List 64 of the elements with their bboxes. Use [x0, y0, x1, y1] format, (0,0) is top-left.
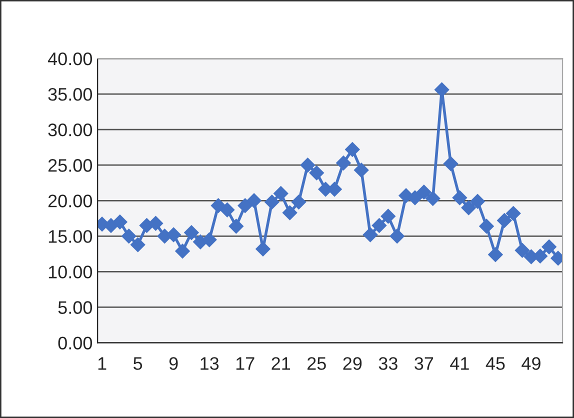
x-tick-label: 29	[343, 357, 362, 370]
point	[264, 194, 280, 210]
x-tick-label: 33	[378, 357, 398, 370]
point	[282, 205, 298, 220]
point	[470, 194, 485, 209]
x-tick-label: 41	[450, 357, 469, 370]
point	[309, 166, 324, 180]
x-tick-label: 49	[522, 357, 540, 370]
point	[256, 242, 270, 256]
point	[238, 198, 253, 214]
point	[390, 228, 405, 244]
y-tick-label: 0.00	[58, 336, 92, 350]
x-tick-label: 25	[308, 357, 326, 370]
point	[175, 244, 190, 258]
y-tick-label: 10.00	[48, 266, 92, 278]
point	[362, 227, 378, 242]
point	[246, 193, 262, 208]
y-tick-label: 40.00	[48, 52, 92, 66]
point	[416, 184, 432, 200]
point	[300, 158, 316, 173]
point	[220, 202, 235, 218]
x-tick-label: 13	[200, 357, 219, 370]
point	[488, 247, 503, 262]
y-tick-label: 35.00	[48, 88, 92, 101]
x-tick-label: 45	[486, 357, 505, 370]
x-tick-label: 1	[98, 357, 106, 370]
point	[497, 213, 512, 228]
y-tick-label: 5.00	[58, 301, 92, 314]
x-tick-label: 37	[414, 357, 434, 370]
x-tick-label: 21	[272, 357, 290, 370]
y-tick-label: 20.00	[48, 194, 92, 208]
point	[443, 156, 458, 172]
point	[336, 156, 351, 170]
point	[228, 218, 244, 234]
point	[506, 206, 521, 221]
x-tick-label: 17	[236, 357, 254, 370]
x-tick-label: 5	[134, 357, 142, 370]
point	[372, 218, 387, 233]
point	[148, 216, 164, 231]
point	[210, 198, 226, 214]
point	[542, 239, 557, 254]
y-tick-label: 15.00	[48, 230, 92, 243]
y-tick-label: 30.00	[48, 124, 92, 136]
point	[291, 194, 306, 210]
y-tick-label: 25.00	[48, 159, 92, 172]
point	[425, 191, 440, 206]
point	[380, 208, 396, 224]
point	[130, 237, 146, 252]
point	[434, 82, 450, 98]
point	[166, 227, 181, 242]
x-tick-label: 9	[169, 357, 178, 370]
point	[461, 200, 476, 216]
point	[452, 190, 468, 206]
point	[479, 218, 494, 234]
point	[121, 228, 136, 244]
point	[112, 214, 128, 230]
point	[104, 218, 118, 233]
point	[184, 225, 199, 240]
point	[273, 186, 288, 201]
point	[514, 242, 530, 258]
point	[408, 190, 422, 206]
point	[202, 232, 217, 248]
point	[354, 162, 369, 178]
point	[345, 142, 360, 157]
